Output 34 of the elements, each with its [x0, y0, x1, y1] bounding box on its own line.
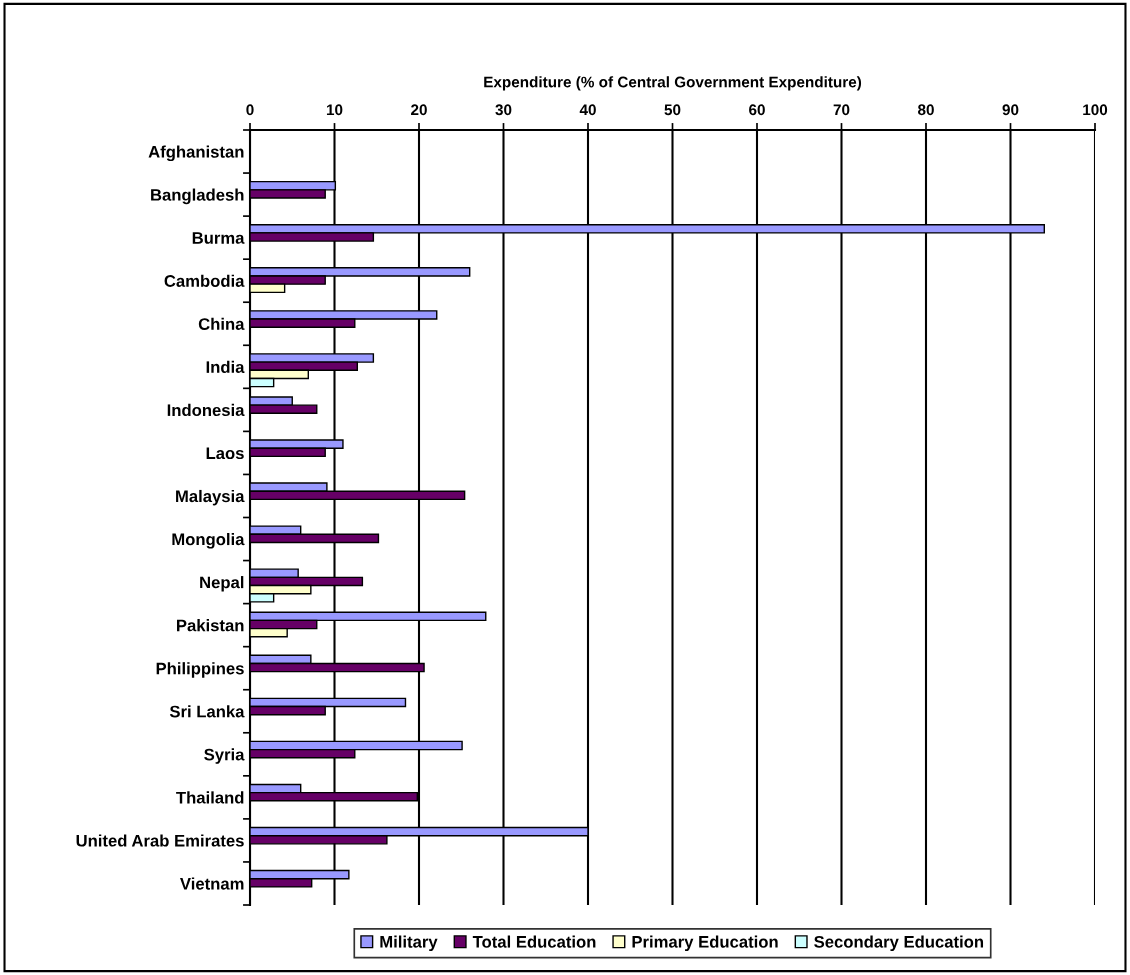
y-tick-label: China — [198, 317, 245, 330]
x-tick-label: 90 — [1002, 104, 1019, 116]
x-tick-label: 80 — [917, 104, 934, 116]
y-tick-label: Vietnam — [180, 877, 244, 890]
y-tick-label: Mongolia — [172, 532, 245, 549]
y-tick-label: Syria — [204, 748, 245, 764]
x-tick-label: 0 — [246, 104, 254, 116]
x-tick-label: 10 — [326, 104, 343, 116]
x-tick-label: 30 — [495, 104, 512, 116]
legend-label: Total Education — [472, 935, 596, 948]
y-tick-label: Thailand — [176, 791, 244, 804]
y-tick-label: Burma — [192, 232, 245, 244]
y-tick-label: Indonesia — [167, 403, 245, 417]
y-tick-label: Afghanistan — [148, 145, 244, 162]
legend-label: Primary Education — [632, 935, 778, 952]
y-tick-label: United Arab Emirates — [76, 834, 244, 847]
y-tick-label: India — [206, 360, 245, 374]
y-tick-label: Philippines — [156, 662, 244, 678]
y-tick-label: Pakistan — [177, 619, 244, 632]
x-axis-title: Expenditure (% of Central Government Expenditure) — [484, 76, 862, 91]
x-tick-label: 20 — [411, 104, 427, 116]
x-tick-label: 50 — [664, 104, 681, 116]
x-tick-label: 70 — [833, 104, 850, 116]
y-tick-label: Malaysia — [176, 489, 245, 506]
y-tick-label: Nepal — [200, 576, 244, 592]
x-tick-label: 60 — [749, 104, 765, 116]
y-tick-label: Bangladesh — [151, 188, 244, 205]
x-tick-label: 40 — [579, 104, 596, 116]
y-tick-label: Sri Lanka — [169, 705, 245, 718]
y-tick-label: Laos — [206, 447, 244, 460]
legend-label: Secondary Education — [814, 935, 984, 952]
x-tick-label: 100 — [1083, 104, 1108, 116]
y-tick-label: Cambodia — [164, 274, 245, 287]
legend-label: Military — [380, 935, 438, 952]
